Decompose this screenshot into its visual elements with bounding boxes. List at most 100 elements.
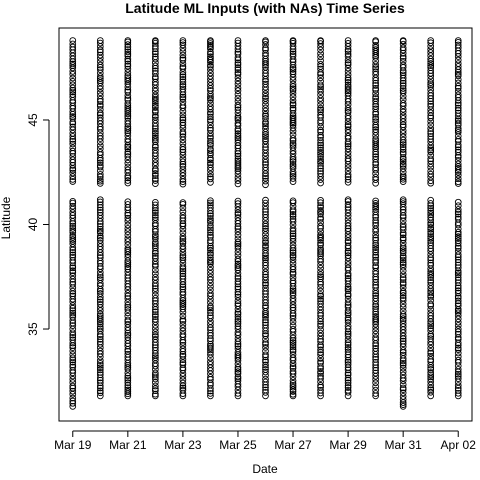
data-point <box>152 91 159 99</box>
data-point <box>372 46 379 53</box>
data-point <box>152 175 159 182</box>
data-point <box>289 304 297 311</box>
data-point <box>69 336 77 344</box>
data-point <box>96 109 104 117</box>
data-point <box>207 94 214 102</box>
data-point <box>399 351 407 359</box>
data-point <box>152 318 159 326</box>
data-point <box>289 215 297 223</box>
data-point <box>427 148 435 156</box>
data-point <box>152 300 159 307</box>
data-point <box>262 361 269 369</box>
data-point <box>124 374 132 382</box>
data-point <box>454 202 462 210</box>
data-point <box>317 332 324 340</box>
data-point <box>124 100 132 107</box>
data-point <box>96 387 104 395</box>
data-point <box>234 310 242 318</box>
data-point <box>289 161 297 168</box>
data-point <box>262 375 269 383</box>
data-point <box>96 240 104 247</box>
data-point <box>454 353 462 361</box>
data-point <box>234 64 242 71</box>
data-point <box>427 160 435 168</box>
data-point <box>344 216 352 223</box>
data-point <box>289 382 297 389</box>
data-point <box>207 246 214 254</box>
data-point <box>454 375 462 383</box>
x-tick-label: Mar 31 <box>384 438 422 452</box>
data-point <box>262 239 269 247</box>
data-point <box>152 62 159 70</box>
data-point <box>427 292 435 299</box>
data-point <box>234 245 242 252</box>
data-point <box>69 334 77 341</box>
data-point <box>179 143 187 151</box>
data-point <box>344 52 352 60</box>
data-point <box>69 361 77 369</box>
data-point <box>207 103 214 111</box>
data-point <box>179 359 187 367</box>
data-point <box>427 366 435 373</box>
data-point <box>454 63 462 70</box>
data-point <box>124 316 132 324</box>
data-point <box>344 145 352 153</box>
data-point <box>152 201 159 209</box>
data-point <box>124 37 132 44</box>
data-point <box>317 368 324 375</box>
data-point <box>427 352 435 360</box>
data-point <box>207 61 214 69</box>
data-point <box>372 369 379 377</box>
data-point <box>344 83 352 91</box>
data-point <box>372 95 379 103</box>
data-point <box>454 128 462 136</box>
data-point <box>234 368 242 375</box>
data-point <box>289 363 297 370</box>
data-point <box>454 91 462 99</box>
data-point <box>69 156 77 164</box>
data-point <box>152 172 159 180</box>
data-point <box>152 165 159 173</box>
data-point <box>399 337 407 345</box>
data-point <box>427 204 435 212</box>
data-point <box>317 179 324 187</box>
data-point <box>289 325 297 333</box>
data-point <box>234 211 242 218</box>
data-point <box>454 41 462 49</box>
data-point <box>427 155 435 163</box>
data-point <box>207 197 214 205</box>
data-point <box>454 279 462 287</box>
data-point <box>207 175 214 183</box>
data-point <box>399 209 407 216</box>
data-point <box>96 274 104 281</box>
data-point <box>69 81 77 89</box>
data-point <box>262 115 269 122</box>
data-point <box>372 345 379 352</box>
data-point <box>372 305 379 313</box>
data-point <box>262 41 269 48</box>
data-point <box>207 302 214 310</box>
data-point <box>317 273 324 281</box>
data-point <box>234 264 242 272</box>
data-point <box>427 348 435 355</box>
data-point <box>289 341 297 349</box>
data-point <box>289 241 297 249</box>
data-point <box>454 294 462 302</box>
data-point <box>179 361 187 368</box>
data-point <box>179 324 187 332</box>
data-point <box>289 97 297 104</box>
data-point <box>454 382 462 389</box>
data-point <box>454 119 462 127</box>
data-point <box>427 89 435 97</box>
data-point <box>152 291 159 299</box>
data-point <box>317 214 324 221</box>
data-point <box>124 76 132 84</box>
data-point <box>124 94 132 102</box>
data-point <box>262 321 269 329</box>
data-point <box>344 382 352 389</box>
data-point <box>152 373 159 381</box>
data-point <box>179 243 187 250</box>
data-point <box>427 237 435 244</box>
data-point <box>427 331 435 338</box>
data-point <box>179 222 187 230</box>
